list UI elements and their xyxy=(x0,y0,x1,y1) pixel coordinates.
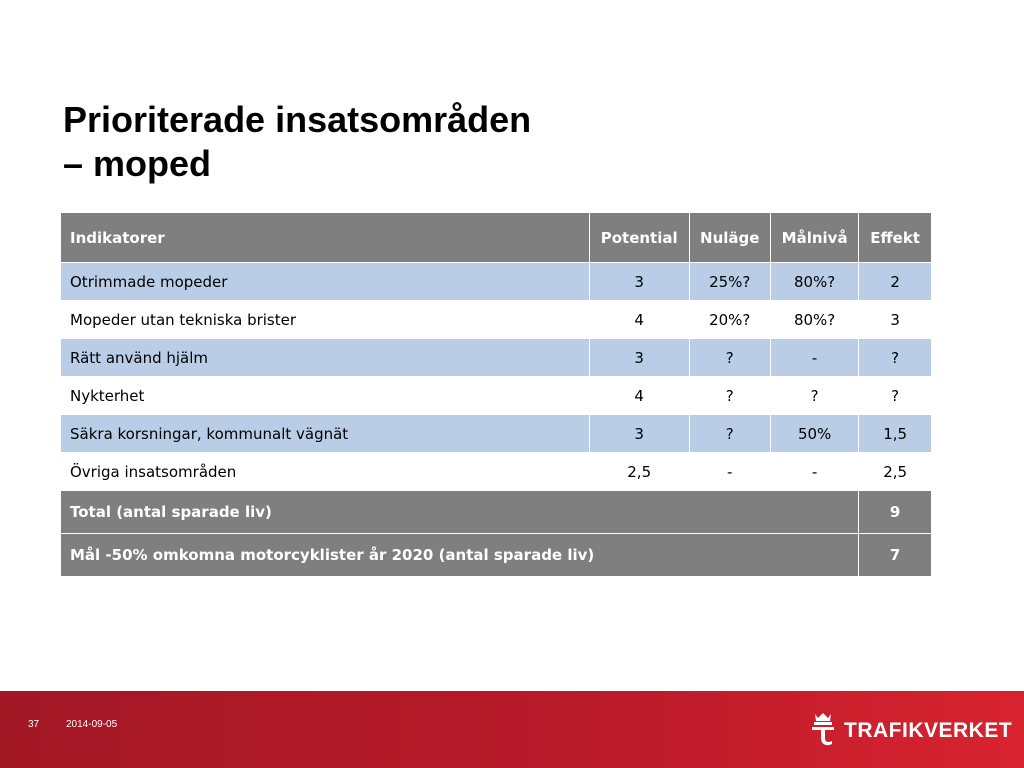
trafikverket-logo: TRAFIKVERKET xyxy=(800,691,1024,768)
cell-potential: 2,5 xyxy=(588,452,690,491)
table-header-row: Indikatorer Potential Nuläge Målnivå Eff… xyxy=(60,212,932,263)
cell-indicator: Rätt använd hjälm xyxy=(60,338,590,377)
slide-title: Prioriterade insatsområden – moped xyxy=(63,98,531,186)
cell-effect: ? xyxy=(858,376,932,415)
cell-indicator: Otrimmade mopeder xyxy=(60,262,590,301)
goal-value: 7 xyxy=(858,533,932,577)
header-target: Målnivå xyxy=(769,212,860,263)
cell-target: - xyxy=(769,452,860,491)
cell-effect: ? xyxy=(858,338,932,377)
cell-indicator: Mopeder utan tekniska brister xyxy=(60,300,590,339)
total-row: Total (antal sparade liv) 9 xyxy=(59,490,932,534)
cell-potential: 3 xyxy=(588,414,690,453)
cell-potential: 4 xyxy=(588,376,690,415)
cell-target: 50% xyxy=(769,414,860,453)
table-row: Nykterhet 4 ? ? ? xyxy=(60,376,932,415)
page-number: 37 xyxy=(28,719,40,730)
table-row: Övriga insatsområden 2,5 - - 2,5 xyxy=(60,452,932,491)
slide-title-line-2: – moped xyxy=(63,143,212,184)
goal-row: Mål -50% omkomna motorcyklister år 2020 … xyxy=(59,533,932,577)
cell-effect: 2,5 xyxy=(858,452,932,491)
cell-potential: 4 xyxy=(588,300,690,339)
logo-wordmark: TRAFIKVERKET xyxy=(844,719,1013,742)
table-row: Rätt använd hjälm 3 ? - ? xyxy=(60,338,932,377)
indicator-table: Indikatorer Potential Nuläge Målnivå Eff… xyxy=(59,212,932,577)
slide-title-line-1: Prioriterade insatsområden xyxy=(63,99,532,140)
cell-target: 80%? xyxy=(769,300,860,339)
cell-current: 20%? xyxy=(688,300,772,339)
cell-current: ? xyxy=(688,414,772,453)
header-current: Nuläge xyxy=(688,212,772,263)
total-value: 9 xyxy=(858,490,932,534)
cell-effect: 3 xyxy=(858,300,932,339)
cell-current: ? xyxy=(688,338,772,377)
cell-potential: 3 xyxy=(588,338,690,377)
cell-target: ? xyxy=(769,376,860,415)
header-effect: Effekt xyxy=(858,212,932,263)
cell-indicator: Övriga insatsområden xyxy=(60,452,590,491)
cell-indicator: Säkra korsningar, kommunalt vägnät xyxy=(60,414,590,453)
cell-effect: 2 xyxy=(858,262,932,301)
table-row: Mopeder utan tekniska brister 4 20%? 80%… xyxy=(60,300,932,339)
cell-indicator: Nykterhet xyxy=(60,376,590,415)
cell-potential: 3 xyxy=(588,262,690,301)
cell-effect: 1,5 xyxy=(858,414,932,453)
cell-current: - xyxy=(688,452,772,491)
slide-date: 2014-09-05 xyxy=(66,719,118,730)
footer-bar: 37 2014-09-05 TRAFIKVERKET xyxy=(0,691,1024,768)
total-label: Total (antal sparade liv) xyxy=(59,490,860,534)
header-indicator: Indikatorer xyxy=(60,212,590,263)
cell-target: 80%? xyxy=(769,262,860,301)
crown-t-logo-icon xyxy=(812,713,834,746)
table-row: Otrimmade mopeder 3 25%? 80%? 2 xyxy=(60,262,932,301)
table-row: Säkra korsningar, kommunalt vägnät 3 ? 5… xyxy=(60,414,932,453)
header-potential: Potential xyxy=(588,212,690,263)
cell-current: ? xyxy=(688,376,772,415)
cell-current: 25%? xyxy=(688,262,772,301)
cell-target: - xyxy=(769,338,860,377)
goal-label: Mål -50% omkomna motorcyklister år 2020 … xyxy=(59,533,860,577)
